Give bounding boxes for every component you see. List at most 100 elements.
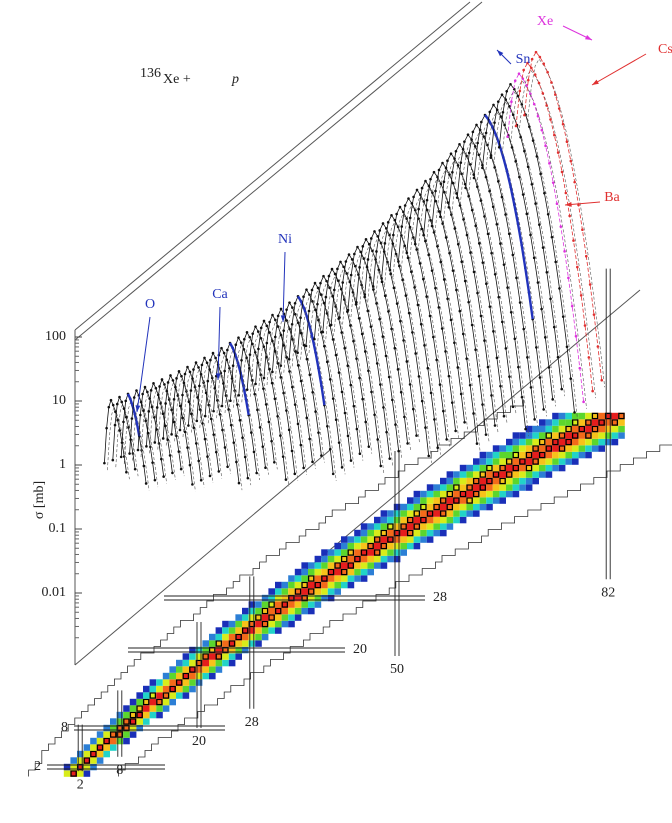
curve-point — [284, 478, 288, 481]
nuclide-cell — [506, 484, 513, 491]
curve-point — [373, 413, 376, 417]
curve-point — [119, 455, 123, 459]
curve-point — [317, 318, 320, 322]
nuclide-cell — [327, 594, 335, 602]
curve-point — [492, 103, 495, 107]
curve-point — [454, 429, 457, 433]
curve-point — [496, 100, 500, 103]
measured-cell — [90, 750, 97, 758]
nuclide-cell — [440, 484, 447, 491]
curve-point — [130, 417, 134, 420]
curve-point — [349, 324, 352, 327]
curve-point — [479, 199, 483, 202]
measured-cell — [202, 653, 209, 660]
measured-cell — [103, 737, 110, 745]
curve-point — [293, 403, 297, 406]
nuclide-cell — [288, 614, 295, 621]
curve-point — [355, 357, 358, 360]
curve-point — [382, 406, 385, 409]
nuclide-cell — [209, 640, 216, 647]
curve-point — [248, 353, 252, 356]
nuclide-cell — [334, 568, 341, 576]
curve-point — [262, 345, 266, 349]
nuclide-cell — [209, 659, 216, 667]
nuclide-cell — [235, 640, 242, 647]
nuclide-cell — [242, 614, 249, 621]
nuclide-cell — [532, 445, 539, 452]
nuclide-cell — [446, 497, 454, 504]
nuclide-cell — [486, 451, 493, 459]
curve-point — [294, 350, 297, 353]
nuclide-cell — [129, 705, 137, 712]
nuclide-cell — [222, 640, 229, 647]
isotope-curve-dashed — [518, 69, 596, 399]
curve-point — [308, 437, 311, 441]
curve-point — [497, 180, 500, 183]
nuclide-cell — [532, 451, 539, 459]
measured-cell — [301, 581, 308, 589]
isotope-curve — [515, 62, 594, 392]
nuclide-cell — [255, 627, 262, 634]
measured-cell — [123, 724, 130, 732]
nuclide-cell — [308, 568, 315, 576]
measured-cell — [552, 438, 559, 446]
curve-point — [231, 364, 235, 368]
nuclide-cell — [393, 555, 401, 563]
y-tick-label: 0.01 — [42, 585, 67, 600]
nuclide-cell — [565, 425, 572, 433]
curve-point — [353, 252, 356, 256]
nuclide-cell — [519, 458, 526, 465]
nuclide-cell — [143, 692, 150, 699]
measured-cell — [439, 510, 447, 517]
measured-cell — [479, 484, 487, 491]
curve-point — [178, 428, 182, 432]
nuclide-cell — [354, 542, 361, 550]
curve-point — [512, 87, 516, 91]
measured-cell — [268, 601, 275, 608]
curve-point — [221, 428, 224, 432]
curve-point — [256, 408, 259, 412]
curve-point — [160, 378, 164, 381]
title-element: Xe + — [163, 72, 191, 87]
nuclide-cell — [532, 471, 539, 478]
curve-point — [337, 371, 341, 374]
nuclide-cell — [189, 659, 196, 667]
nuclide-cell — [459, 510, 467, 517]
measured-cell — [222, 646, 229, 654]
curve-point — [425, 295, 428, 298]
curve-point — [343, 346, 347, 350]
nuclide-cell — [413, 529, 421, 537]
curve-point — [299, 379, 303, 383]
curve-point — [549, 118, 552, 121]
curve-point — [242, 337, 246, 341]
nuclide-cell — [413, 503, 421, 511]
nuclide-cell — [440, 510, 447, 517]
nuclide-cell — [110, 724, 117, 732]
curve-point — [329, 323, 333, 327]
curve-point — [450, 213, 453, 216]
nuclide-cell — [321, 594, 328, 602]
nuclide-cell — [360, 562, 368, 569]
curve-point — [477, 374, 481, 378]
nuclide-cell — [545, 471, 553, 478]
nuclide-cell — [314, 588, 322, 595]
nuclide-cell — [552, 464, 559, 472]
nuclide-cell — [598, 445, 605, 452]
curve-point — [243, 455, 247, 459]
nuclide-cell — [459, 477, 467, 485]
nuclide-cell — [466, 497, 473, 504]
nuclide-cell — [347, 536, 355, 543]
nuclide-cell — [558, 419, 566, 426]
curve-point — [552, 325, 556, 329]
nuclide-cell — [103, 731, 110, 738]
nuclide-cell — [308, 594, 315, 602]
nuclide-cell — [453, 503, 460, 511]
curve-point — [179, 467, 183, 471]
curve-point — [290, 449, 294, 453]
nuclide-cell — [426, 510, 434, 517]
curve-point — [517, 72, 521, 76]
measured-cell — [479, 471, 487, 478]
nuclide-cell — [360, 523, 368, 530]
element-label: Xe — [537, 14, 553, 29]
nuclide-cell — [341, 542, 348, 550]
